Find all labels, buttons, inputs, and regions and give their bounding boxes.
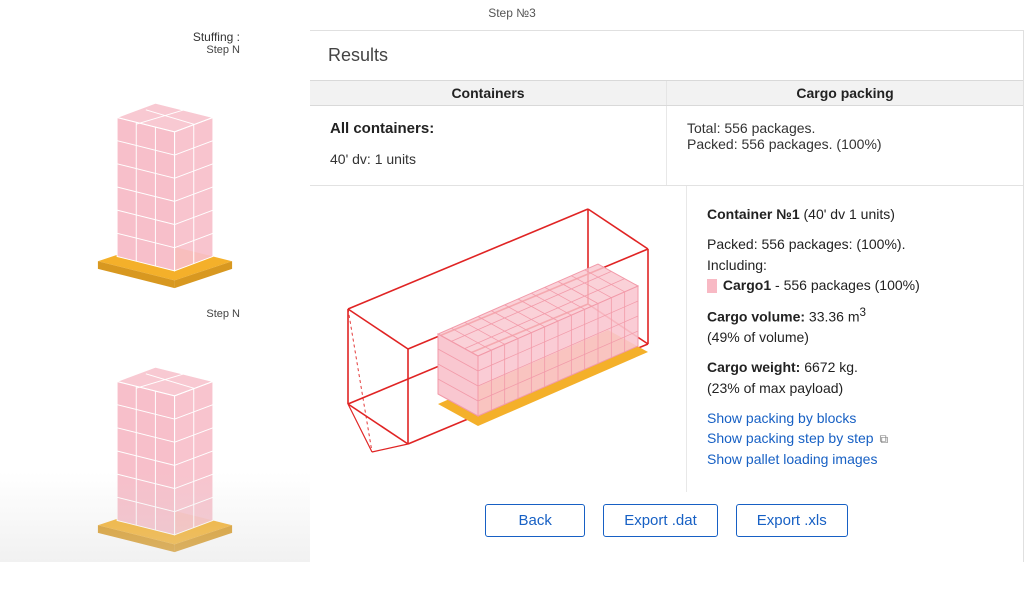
cargo-volume: Cargo volume: 33.36 m3 [707,305,1003,327]
results-panel: Results Containers Cargo packing All con… [310,30,1024,562]
header-cargo: Cargo packing [667,81,1023,105]
header-containers: Containers [310,81,667,105]
export-dat-button[interactable]: Export .dat [603,504,718,537]
step-indicator: Step №3 [0,0,1024,22]
cargo-swatch [707,279,717,293]
container-details: Container №1 (40' dv 1 units) Packed: 55… [687,186,1023,492]
container-title: Container №1 (40' dv 1 units) [707,204,1003,224]
link-packing-step[interactable]: Show packing step by step [707,428,874,448]
pallet-preview-2 [30,324,300,554]
cargo-weight: Cargo weight: 6672 kg. [707,357,1003,377]
pallet-preview-1 [30,60,300,290]
summary-row: All containers: 40' dv: 1 units Total: 5… [310,106,1023,186]
cargo-weight-pct: (23% of max payload) [707,378,1003,398]
link-pallet-images[interactable]: Show pallet loading images [707,449,877,469]
summary-containers: All containers: 40' dv: 1 units [310,106,667,185]
all-containers-label: All containers: [330,120,646,137]
step-label-2: Step N [30,308,300,320]
column-headers: Containers Cargo packing [310,81,1023,106]
container-3d-view [310,186,687,492]
back-button[interactable]: Back [485,504,585,537]
container-line: 40' dv: 1 units [330,151,646,167]
link-packing-blocks[interactable]: Show packing by blocks [707,408,856,428]
stuffing-label: Stuffing : [30,30,300,44]
packed-detail: Packed: 556 packages: (100%). [707,234,1003,254]
cargo-volume-pct: (49% of volume) [707,327,1003,347]
including-label: Including: [707,255,1003,275]
cargo-breakdown: Cargo1 - 556 packages (100%) [707,275,1003,295]
sidebar: Stuffing : Step N Step N [0,22,310,562]
packed-line: Packed: 556 packages. (100%) [687,136,1003,152]
action-links: Show packing by blocks Show packing step… [707,408,1003,469]
button-bar: Back Export .dat Export .xls [310,492,1023,537]
summary-cargo: Total: 556 packages. Packed: 556 package… [667,106,1023,185]
detail-row: Container №1 (40' dv 1 units) Packed: 55… [310,186,1023,492]
total-line: Total: 556 packages. [687,120,1003,136]
export-xls-button[interactable]: Export .xls [736,504,848,537]
copy-icon: ⧉ [880,432,889,446]
step-label-1: Step N [30,44,300,56]
results-title: Results [310,31,1023,81]
